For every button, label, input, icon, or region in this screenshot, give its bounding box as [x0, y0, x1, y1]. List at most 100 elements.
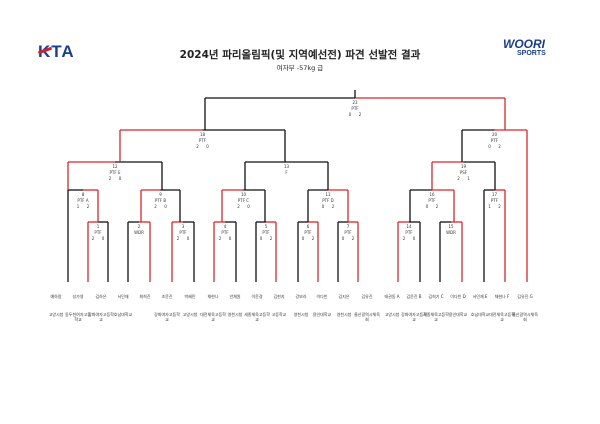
match-score-left: 0: [426, 204, 429, 209]
match-result-code: PTF: [304, 230, 312, 235]
match-score-left: 0: [260, 236, 263, 241]
match-number: 23: [352, 100, 358, 105]
match-result-code: WDR: [446, 230, 456, 235]
match-score-left: 0: [488, 144, 491, 149]
player-team: 영천시청: [336, 312, 352, 317]
match-score-right: 2: [270, 236, 273, 241]
player-team: 세종체육고등학교: [244, 312, 270, 322]
match-score-left: 0: [349, 112, 352, 117]
kta-logo-text: KTA: [38, 42, 75, 61]
match-score-left: 0: [322, 204, 325, 209]
player-name: 안채원: [229, 294, 241, 299]
match-score-left: 2: [237, 204, 240, 209]
sports-logo-text: SPORTS: [517, 50, 546, 57]
player-name: 채현나: [207, 294, 219, 299]
match-result-code: PTF: [262, 230, 270, 235]
match-score-right: 0: [247, 204, 250, 209]
player-team: 대전체육고등학교: [200, 312, 226, 322]
match-number: 7: [347, 224, 350, 229]
woori-sports-logo: WOORI SPORTS: [503, 37, 546, 58]
player-team: 강화여자고등학교: [401, 312, 427, 322]
player-entry: 김유진 G 울산광역시체육회: [512, 294, 538, 322]
player-entry: 김현지 고등학교: [266, 294, 292, 317]
player-name: 성가영: [72, 294, 84, 299]
player-team: 대전체육고등학교: [489, 312, 515, 322]
match-score-right: 0: [413, 236, 416, 241]
match-result-code: F: [285, 170, 288, 175]
player-name: 이다빈: [316, 294, 328, 299]
player-team: 용인대학교: [312, 312, 332, 317]
match-number: 6: [307, 224, 310, 229]
match-score-right: 1: [467, 176, 470, 181]
match-number: 11: [325, 192, 331, 197]
match-number: 19: [461, 164, 467, 169]
match-number: 18: [200, 132, 206, 137]
match-result-code: PTF: [221, 230, 229, 235]
player-team: 울산광역시체육회: [512, 312, 538, 322]
match-score-right: 2: [87, 204, 90, 209]
match-score-left: 1: [77, 204, 80, 209]
player-name: 강보라: [295, 294, 307, 299]
match-score-right: 0: [187, 236, 190, 241]
match-result-code: PTF C: [238, 198, 249, 203]
player-name: 박혜민: [184, 294, 196, 299]
match-score-left: 2: [196, 144, 199, 149]
match-score-left: 0: [342, 236, 345, 241]
player-entry: 안채원 영천시청: [222, 294, 248, 317]
kta-logo: KTA: [37, 42, 75, 62]
player-team: 호남대학교: [470, 312, 490, 317]
player-team: 강화여자고등학교: [88, 312, 114, 322]
match-score-right: 0: [119, 176, 122, 181]
match-number: 9: [159, 192, 162, 197]
match-result-code: PTF B: [155, 198, 166, 203]
player-entry: 최희진: [132, 294, 158, 312]
player-team: 호남대학교: [113, 312, 133, 317]
match-score-right: 2: [312, 236, 315, 241]
match-number: 20: [492, 132, 498, 137]
player-entry: 김유진 울산광역시체육회: [354, 294, 380, 322]
match-score-right: 0: [229, 236, 232, 241]
player-name: 이다빈 D: [450, 294, 466, 299]
player-name: 이윤경: [251, 294, 263, 299]
match-result-code: PTF: [351, 106, 359, 111]
player-team: 세종체육고등학교: [423, 312, 449, 322]
player-entry: 태권동 A 고양시청: [379, 294, 405, 317]
match-result-code: PTF A: [77, 198, 88, 203]
weight-class-subtitle: 여자부 -57kg 급: [276, 64, 324, 72]
match-number: 4: [224, 224, 227, 229]
match-score-left: 2: [403, 236, 406, 241]
player-entry: 이다빈 D 용인대학교: [445, 294, 471, 317]
match-number: 5: [265, 224, 268, 229]
match-number: 3: [182, 224, 185, 229]
match-score-right: 0: [164, 204, 167, 209]
player-name: 서민재 E: [472, 294, 488, 299]
match-result-code: PTF: [405, 230, 413, 235]
player-name: 김유진 G: [517, 294, 533, 299]
match-score-left: 2: [177, 236, 180, 241]
player-entry: 채현나 F 대전체육고등학교: [489, 294, 515, 322]
match-number: 1: [97, 224, 100, 229]
match-score-right: 2: [332, 204, 335, 209]
match-score-left: 1: [488, 204, 491, 209]
match-score-left: 2: [457, 176, 460, 181]
match-number: 2: [138, 224, 141, 229]
match-number: 15: [448, 224, 454, 229]
player-entry: 서민재 호남대학교: [110, 294, 136, 317]
player-name: 김지은: [338, 294, 350, 299]
match-score-left: 2: [109, 176, 112, 181]
player-team: 고양시청: [182, 312, 198, 317]
match-number: 13: [284, 164, 290, 169]
player-entry: 조윤진 강화여자고등학교: [154, 294, 180, 322]
match-result-code: PTF: [94, 230, 102, 235]
match-number: 16: [429, 192, 435, 197]
player-team: 강화여자고등학교: [154, 312, 180, 322]
player-team: 동두천여자고등학교: [65, 312, 91, 322]
woori-logo-text: WOORI: [503, 37, 545, 51]
match-result-code: PTF: [179, 230, 187, 235]
